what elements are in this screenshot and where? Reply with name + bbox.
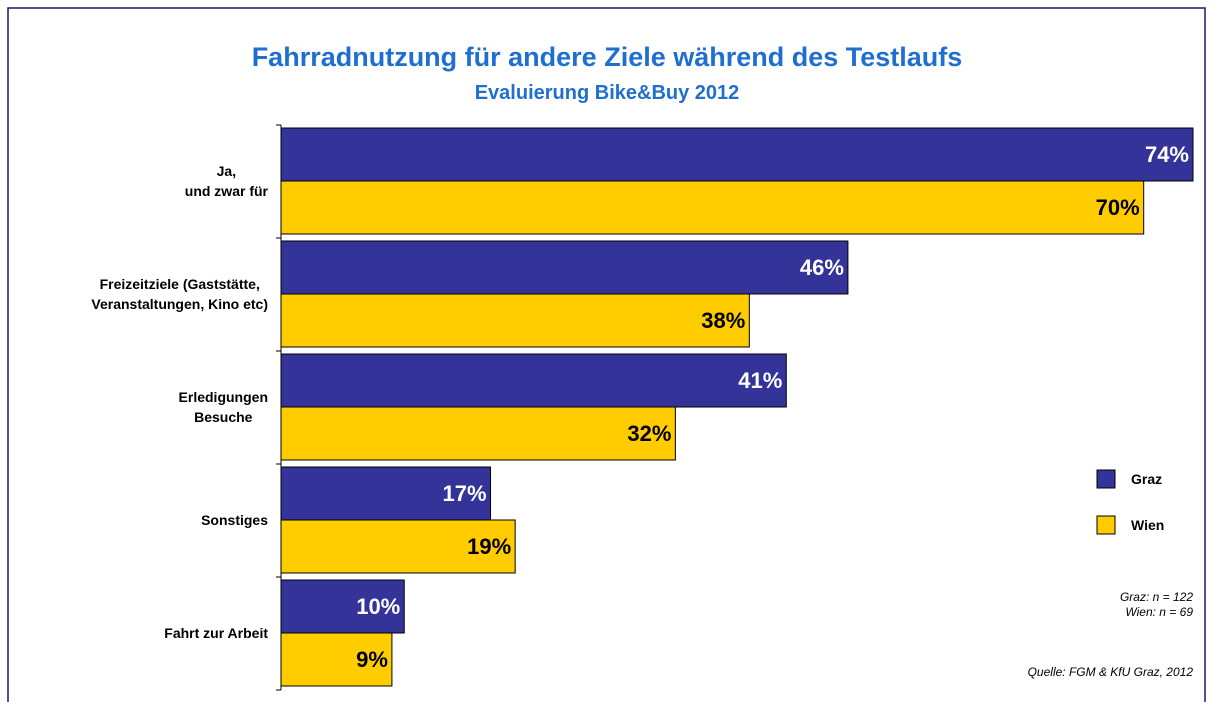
value-label: 9% [356, 646, 388, 672]
bar [280, 466, 492, 521]
value-label: 32% [627, 420, 672, 446]
value-label: 74% [1144, 141, 1189, 167]
bar [280, 579, 405, 634]
bar [280, 353, 787, 408]
chart-subtitle: Evaluierung Bike&Buy 2012 [474, 82, 740, 104]
category-label: Ja, und zwar für [184, 163, 268, 199]
category-label: Erledigungen Besuche [178, 389, 268, 425]
note: Wien: n = 69 [1125, 605, 1193, 619]
frame [7, 7, 1206, 702]
bar [280, 293, 750, 348]
category-label: Freizeitziele (Gaststätte, Veranstaltung… [91, 276, 268, 312]
value-label: 17% [442, 480, 487, 506]
bar [280, 519, 516, 574]
category-label: Fahrt zur Arbeit [164, 625, 268, 641]
value-label: 70% [1095, 194, 1140, 220]
value-label: 41% [738, 367, 783, 393]
bar [280, 406, 676, 461]
value-label: 46% [799, 254, 844, 280]
bar [280, 127, 1194, 182]
bar [280, 240, 849, 295]
note: Graz: n = 122 [1119, 590, 1193, 604]
legend-label: Graz [1131, 471, 1163, 487]
legend-label: Wien [1131, 517, 1165, 533]
category-label: Sonstiges [201, 512, 268, 528]
chart-title: Fahrradnutzung für andere Ziele während … [251, 42, 963, 72]
source: Quelle: FGM & KfU Graz, 2012 [1027, 665, 1193, 679]
bar [280, 632, 393, 687]
value-label: 10% [356, 593, 401, 619]
value-label: 19% [467, 533, 512, 559]
value-label: 38% [701, 307, 746, 333]
bar [280, 180, 1145, 235]
legend-swatch [1096, 515, 1116, 535]
legend-swatch [1096, 469, 1116, 489]
